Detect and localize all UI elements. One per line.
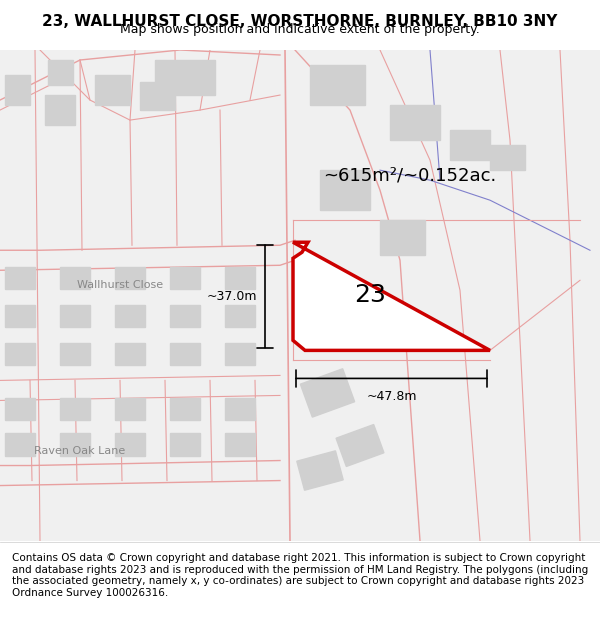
Bar: [225, 343, 255, 366]
Polygon shape: [293, 242, 490, 351]
Bar: [297, 451, 343, 490]
Text: Wallhurst Close: Wallhurst Close: [77, 280, 163, 290]
Bar: [170, 399, 200, 421]
Bar: [115, 399, 145, 421]
Bar: [115, 268, 145, 289]
Bar: [301, 369, 355, 417]
Bar: [170, 268, 200, 289]
Bar: [5, 268, 35, 289]
Text: ~37.0m: ~37.0m: [206, 290, 257, 303]
Text: 23, WALLHURST CLOSE, WORSTHORNE, BURNLEY, BB10 3NY: 23, WALLHURST CLOSE, WORSTHORNE, BURNLEY…: [43, 14, 557, 29]
Bar: [60, 399, 90, 421]
Bar: [170, 306, 200, 328]
Text: Map shows position and indicative extent of the property.: Map shows position and indicative extent…: [120, 23, 480, 36]
Bar: [95, 75, 130, 105]
Bar: [115, 343, 145, 366]
Bar: [155, 60, 215, 95]
Text: Raven Oak Lane: Raven Oak Lane: [34, 446, 125, 456]
Text: ~47.8m: ~47.8m: [366, 391, 417, 403]
Bar: [380, 220, 425, 255]
Bar: [140, 82, 175, 110]
Bar: [390, 105, 440, 140]
Bar: [5, 75, 30, 105]
Bar: [336, 424, 384, 466]
Bar: [115, 306, 145, 328]
Bar: [225, 306, 255, 328]
Bar: [115, 434, 145, 456]
Bar: [5, 306, 35, 328]
Bar: [5, 343, 35, 366]
Bar: [45, 95, 75, 125]
Text: 23: 23: [354, 283, 386, 308]
Bar: [225, 434, 255, 456]
Bar: [450, 130, 490, 160]
Bar: [170, 434, 200, 456]
Bar: [60, 268, 90, 289]
Bar: [225, 268, 255, 289]
Bar: [60, 343, 90, 366]
Bar: [60, 306, 90, 328]
Bar: [320, 170, 370, 210]
Bar: [225, 399, 255, 421]
Bar: [310, 65, 365, 105]
Bar: [60, 434, 90, 456]
Text: Contains OS data © Crown copyright and database right 2021. This information is : Contains OS data © Crown copyright and d…: [12, 553, 588, 598]
Text: ~615m²/~0.152ac.: ~615m²/~0.152ac.: [323, 166, 497, 184]
Bar: [5, 399, 35, 421]
Bar: [170, 343, 200, 366]
Bar: [48, 60, 73, 85]
Bar: [490, 145, 525, 170]
Bar: [5, 434, 35, 456]
